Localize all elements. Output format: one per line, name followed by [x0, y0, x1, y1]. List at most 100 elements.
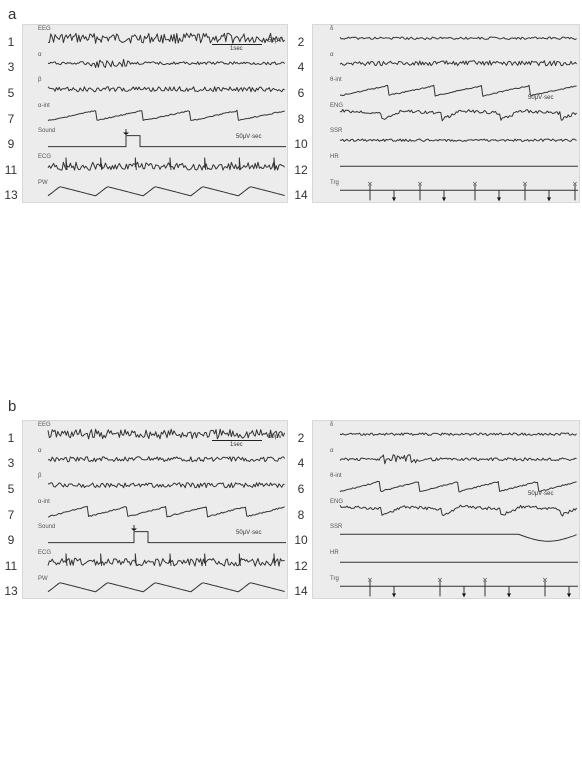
trace-flat [339, 138, 577, 142]
trigger-down-arrow-icon [462, 593, 466, 598]
trace-flat [339, 36, 577, 40]
trace-label: δ [330, 422, 334, 428]
trace-label: β [38, 77, 42, 84]
trace-ramp [339, 84, 577, 97]
ecg-r-spike [134, 553, 137, 566]
trace-number: 13 [4, 188, 18, 203]
ecg-r-spike [204, 157, 207, 170]
trigger-x-icon: × [572, 180, 578, 188]
trace-waveform [48, 481, 285, 488]
trace-waveform [340, 533, 577, 542]
trace-waveform [339, 432, 577, 436]
trace-waveform [339, 138, 577, 142]
trigger-down-arrow-icon [567, 593, 571, 598]
trace-waveform [339, 60, 577, 67]
trace-line [340, 165, 578, 167]
trace-label: Sound [38, 128, 56, 135]
trace-waveform [47, 59, 285, 69]
trace-label: ECG [38, 154, 52, 160]
panel-letter: b [8, 398, 17, 415]
trace-label: SSR [330, 524, 343, 531]
trace-number: 10 [294, 137, 308, 152]
trace-label: α-int [38, 498, 50, 505]
trace-number: 9 [7, 533, 15, 548]
trace-waveform [339, 505, 578, 518]
trace-label: β [38, 473, 42, 480]
trigger-down-arrow-icon [547, 197, 551, 202]
trace-number: 7 [7, 111, 15, 126]
trace-number: 6 [297, 481, 305, 496]
trace-waveform [339, 36, 577, 40]
trace-number: 1 [7, 430, 15, 445]
ecg-r-spike [134, 157, 137, 170]
trace-number: 3 [7, 456, 15, 471]
trace-waveform [47, 32, 285, 44]
trace-label: α [38, 51, 42, 58]
trace-number: 10 [294, 533, 308, 548]
trigger-down-arrow-icon [392, 197, 396, 202]
trace-number: 6 [297, 85, 305, 100]
trace-ramp [339, 480, 577, 493]
ecg-r-spike [100, 157, 103, 170]
trace-waveform [47, 428, 286, 439]
trace-label: Trg [330, 179, 339, 186]
trace-label: ENG [330, 102, 344, 109]
eeg-amplitude-scale: 50μV [268, 434, 283, 440]
trace-label: α [330, 51, 334, 58]
panel-column-background [22, 420, 288, 600]
trigger-x-icon: × [367, 576, 373, 584]
trace-noisy [47, 456, 285, 463]
ecg-r-spike [204, 553, 207, 566]
panel-letter: a [8, 6, 17, 23]
trace-label: PW [38, 575, 48, 582]
trace-sound [48, 129, 286, 148]
trace-waveform [47, 456, 285, 463]
trace-number: 4 [297, 60, 305, 75]
trace-label: EEG [38, 422, 51, 428]
trace-label: SSR [330, 128, 343, 135]
panel-column-background [22, 24, 288, 204]
trace-label: ENG [330, 498, 344, 505]
trace-number: 12 [294, 162, 308, 177]
trigger-down-arrow-icon [497, 197, 501, 202]
trace-ssr [340, 533, 577, 542]
time-scale-bar [212, 44, 262, 45]
trace-noisy [48, 481, 285, 488]
trace-pw [47, 186, 285, 197]
trace-number: 2 [297, 430, 305, 445]
stimulus-arrow-head-icon [123, 132, 129, 136]
trace-ecg [47, 553, 285, 567]
trace-waveform [47, 161, 285, 171]
trace-label: EEG [38, 26, 51, 32]
trace-number: 9 [7, 137, 15, 152]
trace-number: 2 [297, 34, 305, 49]
trace-trg: × × × × [340, 576, 578, 598]
trace-eeg [47, 428, 286, 439]
trace-number: 5 [7, 481, 15, 496]
trace-number: 12 [294, 558, 308, 573]
trace-waveform [339, 454, 577, 465]
integral-scale-right: 50μV·sec [528, 95, 554, 101]
trigger-x-icon: × [437, 576, 443, 584]
trace-waveform [47, 85, 285, 92]
integral-scale-right: 50μV·sec [528, 491, 554, 497]
trace-number: 14 [294, 188, 308, 203]
trigger-x-icon: × [417, 180, 423, 188]
trigger-x-icon: × [367, 180, 373, 188]
sound-stimulus-pulse [48, 135, 286, 148]
trace-number: 3 [7, 60, 15, 75]
trace-waveform [339, 480, 577, 493]
trace-label: θ-int [330, 77, 342, 84]
trace-label: α [38, 447, 42, 454]
trace-eng [339, 109, 577, 122]
trace-waveform [47, 110, 285, 122]
trace-eeg [47, 32, 285, 44]
trace-number: 8 [297, 111, 305, 126]
time-scale: 1sec [230, 46, 243, 52]
trace-ramp [47, 110, 285, 122]
integral-scale-left: 50μV·sec [236, 134, 262, 140]
trigger-x-icon: × [542, 576, 548, 584]
trace-number: 8 [297, 507, 305, 522]
trace-eng [339, 505, 578, 518]
trace-number: 1 [7, 34, 15, 49]
